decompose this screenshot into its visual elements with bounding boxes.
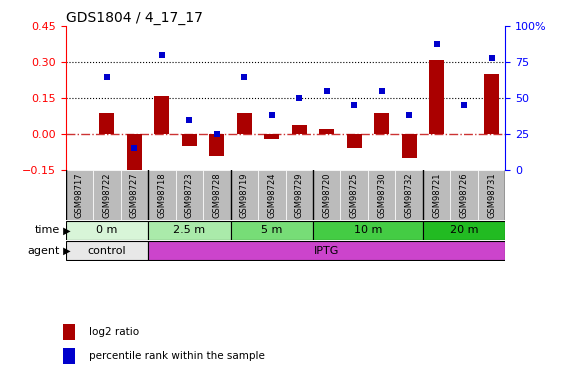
Bar: [401, 134, 417, 158]
Text: 0 m: 0 m: [96, 225, 118, 236]
Bar: [66, 170, 93, 220]
Text: ▶: ▶: [60, 246, 71, 255]
Bar: [313, 170, 340, 220]
Bar: [484, 74, 499, 134]
Bar: [237, 112, 252, 134]
Text: GSM98731: GSM98731: [487, 172, 496, 218]
Text: 2.5 m: 2.5 m: [173, 225, 206, 236]
Text: GSM98729: GSM98729: [295, 172, 304, 218]
Bar: [93, 170, 120, 220]
Bar: [148, 241, 505, 260]
Bar: [176, 170, 203, 220]
Bar: [395, 170, 423, 220]
Bar: [368, 170, 395, 220]
Bar: [154, 96, 170, 134]
Bar: [203, 170, 231, 220]
Bar: [231, 221, 313, 240]
Bar: [423, 170, 451, 220]
Text: 10 m: 10 m: [354, 225, 382, 236]
Text: GSM98726: GSM98726: [460, 172, 469, 218]
Bar: [148, 221, 231, 240]
Text: time: time: [35, 225, 60, 236]
Bar: [374, 112, 389, 134]
Text: GSM98720: GSM98720: [322, 172, 331, 218]
Bar: [66, 241, 148, 260]
Text: GDS1804 / 4_17_17: GDS1804 / 4_17_17: [66, 11, 203, 25]
Text: agent: agent: [27, 246, 60, 255]
Bar: [340, 170, 368, 220]
Text: ▶: ▶: [60, 225, 71, 236]
Bar: [66, 221, 148, 240]
Bar: [319, 129, 334, 134]
Bar: [209, 134, 224, 156]
Bar: [182, 134, 197, 146]
Text: GSM98730: GSM98730: [377, 172, 386, 218]
Bar: [429, 60, 444, 134]
Text: GSM98723: GSM98723: [185, 172, 194, 218]
Text: GSM98728: GSM98728: [212, 172, 222, 218]
Bar: [347, 134, 362, 148]
Text: percentile rank within the sample: percentile rank within the sample: [89, 351, 264, 361]
Text: GSM98721: GSM98721: [432, 172, 441, 218]
Bar: [313, 221, 423, 240]
Text: control: control: [87, 246, 126, 255]
Text: GSM98732: GSM98732: [405, 172, 413, 218]
Text: GSM98719: GSM98719: [240, 172, 249, 218]
Text: log2 ratio: log2 ratio: [89, 327, 139, 337]
Bar: [451, 170, 478, 220]
Bar: [264, 134, 279, 139]
Text: 5 m: 5 m: [261, 225, 283, 236]
Bar: [120, 170, 148, 220]
Bar: [286, 170, 313, 220]
Text: GSM98724: GSM98724: [267, 172, 276, 218]
Bar: [292, 124, 307, 134]
Text: GSM98727: GSM98727: [130, 172, 139, 218]
Bar: [148, 170, 176, 220]
Bar: [127, 134, 142, 177]
Text: IPTG: IPTG: [314, 246, 339, 255]
Text: 20 m: 20 m: [450, 225, 478, 236]
Bar: [478, 170, 505, 220]
Bar: [423, 221, 505, 240]
Text: GSM98725: GSM98725: [349, 172, 359, 218]
Text: GSM98718: GSM98718: [158, 172, 166, 218]
Text: GSM98717: GSM98717: [75, 172, 84, 218]
Text: GSM98722: GSM98722: [102, 172, 111, 218]
Bar: [99, 112, 114, 134]
Bar: [258, 170, 286, 220]
Bar: [231, 170, 258, 220]
